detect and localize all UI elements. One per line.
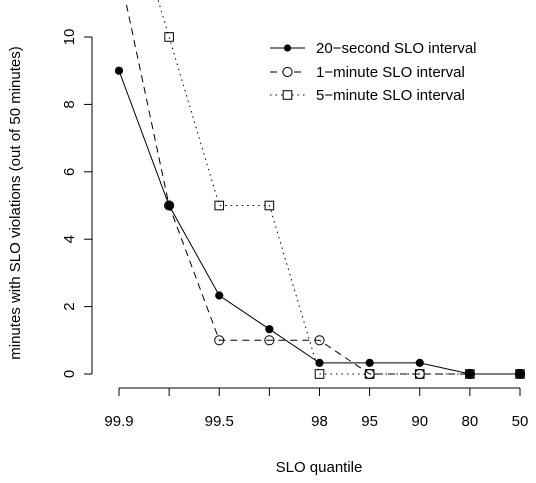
data-point-open-circle [264, 335, 275, 346]
series-line-2 [124, 0, 520, 375]
legend-label: 5−minute SLO interval [316, 87, 465, 104]
y-tick-label: 10 [61, 29, 78, 46]
data-point-open-square [414, 369, 425, 379]
x-tick-label: 98 [311, 413, 328, 430]
legend-marker-open-square [282, 90, 293, 100]
y-tick-label: 0 [61, 370, 78, 378]
data-point-open-square [164, 32, 174, 42]
y-tick-label: 8 [61, 100, 78, 108]
data-point-filled-circle [265, 325, 274, 334]
y-tick-label: 4 [61, 235, 78, 243]
x-axis-title: SLO quantile [276, 459, 363, 476]
data-point-filled-circle [365, 358, 374, 367]
data-point-filled-circle [114, 66, 124, 75]
data-point-open-square [364, 369, 375, 379]
legend-label: 1−minute SLO interval [316, 64, 465, 81]
x-tick-label: 99.9 [104, 413, 133, 430]
x-tick-label: 80 [462, 413, 479, 430]
data-point-filled-circle [515, 369, 525, 379]
data-point-filled-circle [415, 358, 424, 367]
legend-marker-open-circle [282, 66, 293, 78]
legend-label: 20−second SLO interval [316, 40, 477, 57]
series-line-1 [118, 70, 520, 375]
data-point-open-square [214, 200, 225, 211]
axes: 0 2 4 6 8 10 99.9 99.5 98 95 90 80 50 [61, 29, 528, 430]
data-point-filled-circle [465, 369, 474, 379]
data-point-filled-circle [215, 291, 224, 300]
x-tick-label: 99.5 [205, 413, 234, 430]
plot-markers [114, 32, 526, 380]
data-point-open-circle [314, 335, 325, 346]
data-point-open-square [314, 369, 325, 379]
legend-marker-filled-circle [283, 44, 292, 52]
data-point-filled-circle [315, 358, 324, 367]
x-tick-label: 50 [512, 413, 529, 430]
legend: 20−second SLO interval 1−minute SLO inter… [270, 40, 477, 104]
x-tick-label: 90 [411, 413, 428, 430]
data-point-open-square [515, 369, 525, 379]
data-point-open-square [264, 200, 275, 211]
y-tick-label: 6 [61, 168, 78, 176]
y-tick-label: 2 [61, 302, 78, 310]
data-point-open-circle [214, 335, 225, 346]
data-point-filled-circle [165, 201, 174, 210]
data-point-open-circle [164, 200, 175, 211]
data-point-open-square [465, 369, 475, 379]
y-axis-title: minutes with SLO violations (out of 50 m… [7, 46, 24, 359]
x-tick-label: 95 [361, 413, 378, 430]
